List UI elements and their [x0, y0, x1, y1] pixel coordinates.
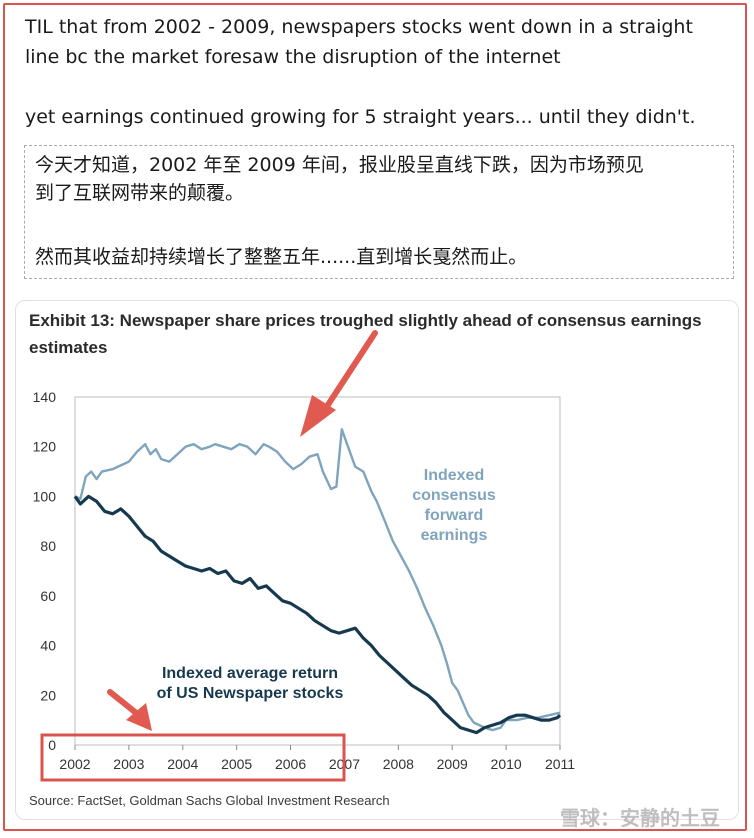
- chart-card: [15, 300, 739, 820]
- post-line-3: yet earnings continued growing for 5 str…: [25, 106, 696, 128]
- x-tick-label: 2002: [59, 756, 90, 772]
- x-tick-label: 2005: [221, 756, 252, 772]
- post-line-1: TIL that from 2002 - 2009, newspapers st…: [25, 16, 693, 38]
- translation-line-2: 到了互联网带来的颠覆。: [35, 182, 245, 204]
- label-earnings-line: Indexed: [424, 467, 484, 484]
- chart-source: Source: FactSet, Goldman Sachs Global In…: [29, 793, 390, 808]
- translation-box: [24, 145, 734, 279]
- x-tick-label: 2011: [545, 756, 575, 772]
- year-highlight-box: [40, 733, 346, 782]
- label-earnings-line: forward: [425, 507, 484, 524]
- watermark: 雪球：安静的土豆: [560, 806, 720, 830]
- label-earnings-line: earnings: [421, 527, 488, 544]
- translation-line-1: 今天才知道，2002 年至 2009 年间，报业股呈直线下跌，因为市场预见: [35, 154, 644, 176]
- y-tick-label: 20: [40, 687, 56, 703]
- screenshot-frame: [3, 3, 747, 831]
- label-stocks-line: of US Newspaper stocks: [157, 685, 344, 702]
- y-tick-label: 120: [33, 439, 57, 455]
- post-line-2: line bc the market foresaw the disruptio…: [25, 46, 561, 68]
- y-tick-label: 80: [40, 538, 56, 554]
- x-tick-label: 2006: [275, 756, 306, 772]
- x-tick-label: 2004: [167, 756, 198, 772]
- y-tick-label: 40: [40, 638, 56, 654]
- y-tick-label: 60: [40, 588, 56, 604]
- x-tick-label: 2008: [383, 756, 414, 772]
- label-stocks-line: Indexed average return: [162, 665, 338, 682]
- x-tick-label: 2010: [491, 756, 522, 772]
- label-earnings-line: consensus: [412, 487, 496, 504]
- y-tick-label: 0: [48, 737, 56, 753]
- y-tick-label: 140: [33, 389, 57, 405]
- arrow-top-icon: [300, 330, 378, 437]
- chart-title: Exhibit 13: Newspaper share prices troug…: [29, 311, 702, 357]
- y-tick-label: 100: [33, 488, 57, 504]
- series-line-earnings: [74, 428, 561, 732]
- plot-area: [74, 396, 561, 746]
- arrow-bottom-icon: [107, 689, 152, 731]
- x-tick-label: 2009: [437, 756, 468, 772]
- series-line-stocks: [73, 494, 562, 735]
- translation-line-3: 然而其收益却持续增长了整整五年......直到增长戛然而止。: [35, 246, 528, 268]
- x-tick-label: 2003: [113, 756, 144, 772]
